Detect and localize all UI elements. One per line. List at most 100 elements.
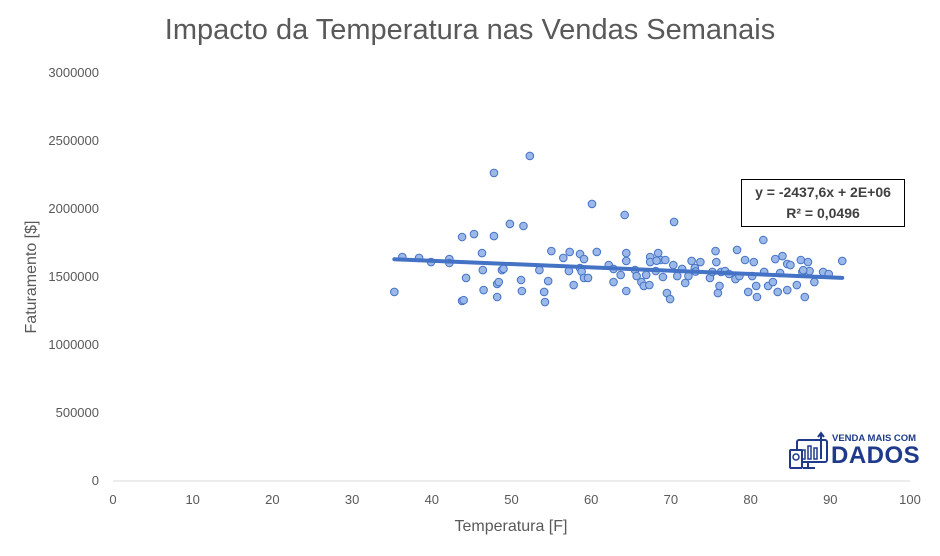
data-point bbox=[661, 255, 670, 265]
data-point bbox=[517, 286, 527, 296]
data-point bbox=[543, 276, 553, 286]
y-tick-label: 1500000 bbox=[48, 269, 99, 284]
data-point bbox=[786, 260, 795, 270]
data-point bbox=[759, 235, 768, 245]
data-point bbox=[652, 256, 661, 265]
data-point bbox=[540, 297, 550, 307]
data-point bbox=[632, 271, 641, 281]
data-point bbox=[621, 286, 631, 296]
y-tick-label: 2500000 bbox=[48, 133, 99, 148]
data-point bbox=[494, 277, 504, 287]
data-point bbox=[505, 219, 515, 229]
data-point bbox=[469, 229, 479, 239]
data-point bbox=[478, 265, 488, 275]
x-tick-label: 50 bbox=[504, 492, 518, 507]
data-point bbox=[713, 288, 723, 298]
data-point bbox=[479, 285, 488, 295]
data-point bbox=[665, 294, 675, 304]
data-point bbox=[810, 277, 819, 287]
data-point bbox=[641, 270, 651, 280]
logo-text-main: DADOS bbox=[831, 442, 921, 469]
y-tick-label: 500000 bbox=[56, 405, 99, 420]
data-point bbox=[583, 273, 593, 283]
data-point bbox=[778, 251, 787, 261]
data-point bbox=[516, 275, 526, 285]
chart-title: Impacto da Temperatura nas Vendas Semana… bbox=[164, 14, 776, 46]
data-point bbox=[837, 256, 847, 266]
y-tick-label: 3000000 bbox=[48, 65, 99, 80]
x-axis-ticks: 0 10 20 30 40 50 60 70 80 90 100 bbox=[109, 492, 920, 507]
data-point bbox=[740, 255, 750, 265]
data-point bbox=[668, 260, 678, 270]
trendline-r-squared: R² = 0,0496 bbox=[786, 205, 860, 221]
y-axis-ticks: 0 500000 1000000 1500000 2000000 2500000 30000… bbox=[48, 65, 99, 488]
data-point bbox=[616, 270, 625, 280]
data-point bbox=[457, 232, 467, 242]
data-point bbox=[658, 272, 668, 282]
data-points bbox=[390, 151, 847, 307]
data-point bbox=[796, 255, 806, 265]
data-point bbox=[621, 248, 631, 258]
data-point bbox=[535, 265, 544, 275]
y-tick-label: 2000000 bbox=[48, 201, 99, 216]
data-point bbox=[461, 273, 471, 283]
data-point bbox=[800, 292, 810, 302]
data-point bbox=[715, 281, 724, 291]
logo-text-top: VENDA MAIS COM bbox=[832, 433, 917, 444]
data-point bbox=[489, 168, 499, 178]
data-point bbox=[645, 280, 654, 290]
data-point bbox=[743, 287, 753, 297]
data-point bbox=[489, 231, 499, 241]
data-point bbox=[803, 257, 813, 267]
x-tick-label: 60 bbox=[584, 492, 598, 507]
data-point bbox=[492, 292, 502, 302]
brand-logo: VENDA MAIS COM DADOS bbox=[788, 430, 921, 472]
x-tick-label: 40 bbox=[425, 492, 439, 507]
data-point bbox=[751, 281, 761, 291]
trendline-equation-box: y = -2437,6x + 2E+06 R² = 0,0496 bbox=[741, 179, 905, 227]
data-point bbox=[749, 257, 759, 267]
data-point bbox=[680, 278, 690, 288]
data-point bbox=[782, 285, 792, 295]
data-point bbox=[559, 253, 568, 263]
x-tick-label: 30 bbox=[345, 492, 359, 507]
data-point bbox=[773, 287, 782, 297]
data-point bbox=[712, 257, 721, 267]
x-tick-label: 0 bbox=[109, 492, 116, 507]
trendline-equation: y = -2437,6x + 2E+06 bbox=[755, 184, 891, 200]
data-point bbox=[792, 280, 802, 290]
data-point bbox=[669, 217, 679, 227]
data-point bbox=[499, 264, 508, 274]
data-point bbox=[525, 151, 535, 161]
data-point bbox=[711, 246, 720, 256]
data-point bbox=[459, 295, 468, 305]
x-tick-label: 80 bbox=[743, 492, 757, 507]
data-point bbox=[732, 245, 742, 255]
y-axis-label: Faturamento [$] bbox=[23, 221, 40, 334]
data-point bbox=[539, 287, 549, 297]
data-point bbox=[771, 254, 780, 264]
data-point bbox=[477, 248, 487, 258]
data-point bbox=[579, 254, 589, 264]
dashboard-logo-icon bbox=[789, 431, 828, 469]
x-tick-label: 100 bbox=[899, 492, 921, 507]
data-point bbox=[547, 246, 556, 256]
data-point bbox=[565, 247, 574, 257]
x-tick-label: 10 bbox=[185, 492, 199, 507]
x-axis-label: Temperatura [F] bbox=[455, 518, 568, 535]
data-point bbox=[672, 271, 682, 281]
data-point bbox=[687, 256, 696, 266]
data-point bbox=[696, 257, 705, 267]
data-point bbox=[620, 210, 629, 220]
y-tick-label: 1000000 bbox=[48, 337, 99, 352]
data-point bbox=[621, 256, 631, 266]
x-tick-label: 70 bbox=[664, 492, 678, 507]
trendline bbox=[392, 257, 845, 280]
data-point bbox=[768, 277, 778, 287]
data-point bbox=[592, 247, 602, 257]
data-point bbox=[798, 265, 808, 275]
y-tick-label: 0 bbox=[92, 473, 99, 488]
data-point bbox=[390, 287, 399, 297]
data-point bbox=[752, 292, 762, 302]
